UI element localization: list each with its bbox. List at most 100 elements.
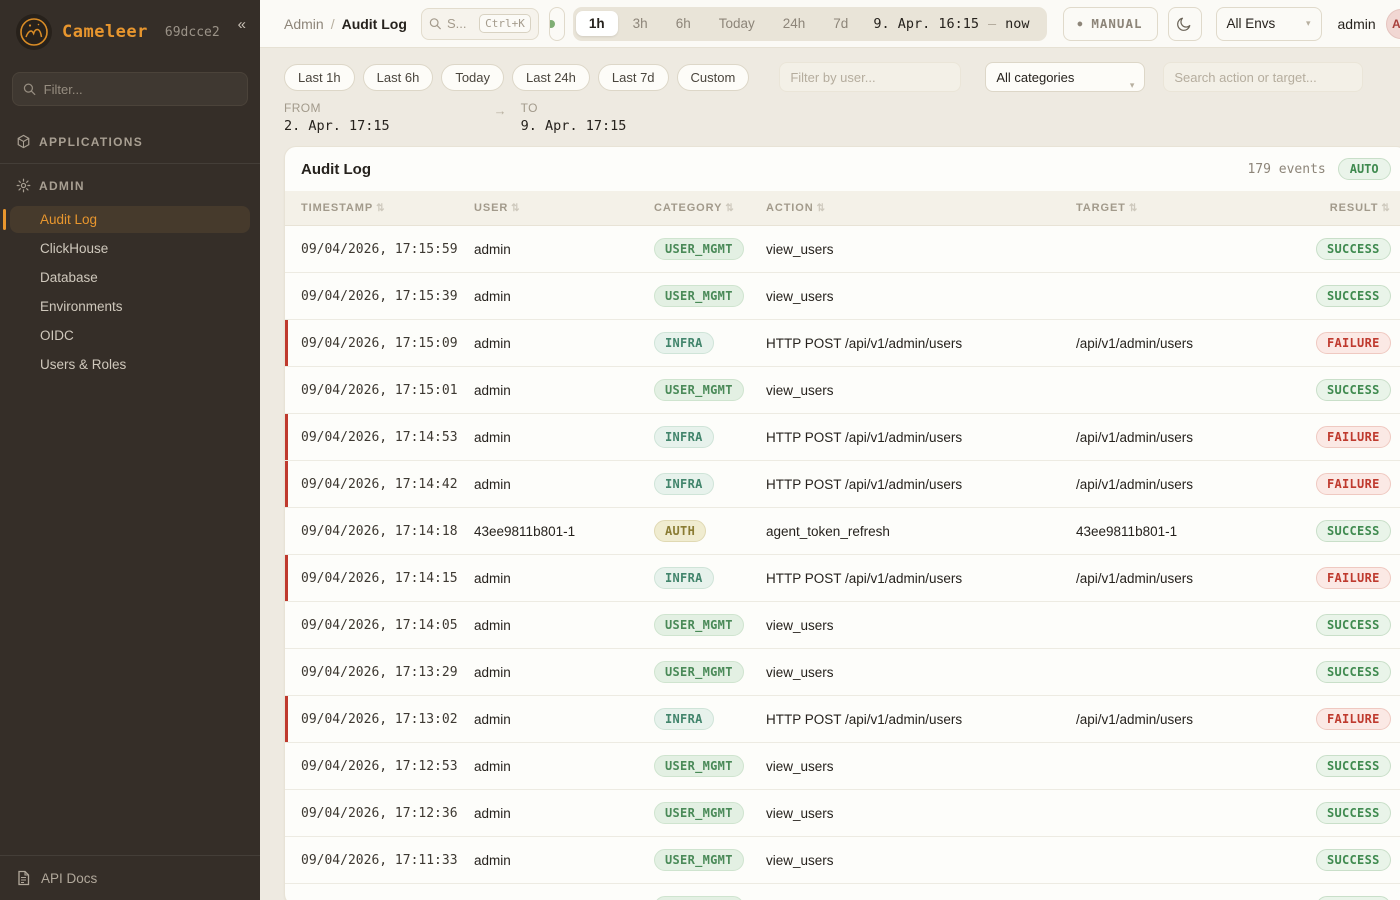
section-admin[interactable]: ADMIN [0,168,260,203]
cell-target [1076,649,1286,696]
table-row[interactable]: 09/04/2026, 17:14:05 admin USER_MGMT view_u… [285,602,1400,649]
cell-category: USER_MGMT [654,743,766,790]
sidebar-divider [0,163,260,164]
chip-today[interactable]: Today [441,63,505,91]
action-search-input[interactable] [1163,62,1364,92]
to-label: TO [520,101,538,115]
cell-result: SUCCESS [1286,367,1400,414]
sidebar-item-oidc[interactable]: OIDC [40,328,74,343]
category-select[interactable]: All categories ▾ [985,62,1146,92]
avatar[interactable]: AD [1385,8,1400,39]
cell-result: SUCCESS [1286,884,1400,900]
live-indicator-toggle[interactable] [548,6,565,41]
cell-user: admin [474,649,654,696]
cell-timestamp: 09/04/2026, 17:15:01 [285,367,474,414]
time-range-6h[interactable]: 6h [675,16,691,31]
column-header-result[interactable]: RESULT ⇅ [1286,191,1400,226]
category-badge: USER_MGMT [654,379,744,401]
table-row[interactable]: 09/04/2026, 17:12:53 admin USER_MGMT view_u… [285,743,1400,790]
cell-target [1076,602,1286,649]
time-range-1h[interactable]: 1h [575,11,618,36]
sidebar-filter-input[interactable] [43,81,237,97]
table-row[interactable]: 09/04/2026, 17:11:33 admin USER_MGMT view_u… [285,837,1400,884]
column-header-category[interactable]: CATEGORY ⇅ [654,191,766,226]
result-badge: FAILURE [1315,708,1391,730]
live-dot-icon [549,19,555,28]
result-badge: SUCCESS [1315,285,1391,307]
cell-user: admin [474,790,654,837]
category-badge: USER_MGMT [654,896,744,900]
cell-timestamp: 09/04/2026, 17:12:53 [285,743,474,790]
chip-last-7d[interactable]: Last 7d [597,63,669,91]
cell-target [1076,884,1286,900]
manual-mode-button[interactable]: ● MANUAL [1062,6,1158,41]
result-badge: FAILURE [1315,473,1391,495]
cell-category: INFRA [654,320,766,367]
cell-user: admin [474,696,654,743]
cell-result: SUCCESS [1286,602,1400,649]
table-row[interactable]: 09/04/2026, 17:13:02 admin INFRA HTTP POST … [285,696,1400,743]
time-range-24h[interactable]: 24h [782,16,806,31]
category-badge: INFRA [654,426,714,448]
table-row[interactable]: 09/04/2026, 17:14:18 43ee9811b801-1 AUTH ag… [285,508,1400,555]
sidebar-item-environments[interactable]: Environments [40,299,123,314]
table-row[interactable]: 09/04/2026, 17:14:15 admin INFRA HTTP POST … [285,555,1400,602]
section-applications-label: APPLICATIONS [39,134,144,149]
topbar: Admin / Audit Log Ctrl+K 1h 3h 6h Today 24h 7… [260,0,1400,48]
cell-action: view_users [766,649,1076,696]
time-range-7d[interactable]: 7d [833,16,849,31]
table-row[interactable]: 09/04/2026, 17:15:59 admin USER_MGMT view_u… [285,226,1400,273]
sidebar-filter[interactable] [12,72,248,106]
chip-last-6h[interactable]: Last 6h [362,63,434,91]
sidebar-item-database[interactable]: Database [40,270,98,285]
sidebar-item-clickhouse[interactable]: ClickHouse [40,241,109,256]
table-row[interactable]: 09/04/2026, 17:15:39 admin USER_MGMT view_u… [285,273,1400,320]
logo-row: Cameleer 69dcce2 « [0,0,260,66]
column-header-action[interactable]: ACTION ⇅ [766,191,1076,226]
cell-result: FAILURE [1286,414,1400,461]
cell-timestamp: 09/04/2026, 17:14:53 [285,414,474,461]
table-row[interactable]: 09/04/2026, 17:15:01 admin USER_MGMT view_u… [285,367,1400,414]
cell-user: admin [474,884,654,900]
chevron-down-icon: ▾ [1129,79,1135,90]
cell-timestamp: 09/04/2026, 17:14:18 [285,508,474,555]
user-filter-input[interactable] [779,62,962,92]
table-row[interactable]: 09/04/2026, 17:14:53 admin INFRA HTTP POST … [285,414,1400,461]
column-header-timestamp[interactable]: TIMESTAMP ⇅ [285,191,474,226]
table-row[interactable]: 09/04/2026, 17:10:25adminUSER_MGMT view_u… [285,884,1400,900]
to-block[interactable]: TO 9. Apr. 17:15 [521,101,627,134]
dark-mode-button[interactable] [1167,6,1202,41]
sidebar-item-audit-log[interactable]: Audit Log [3,206,250,233]
sidebar-collapse-icon[interactable]: « [237,16,246,33]
cell-result: FAILURE [1286,696,1400,743]
table-row[interactable]: 09/04/2026, 17:13:29 admin USER_MGMT view_u… [285,649,1400,696]
chip-last-1h[interactable]: Last 1h [284,63,355,91]
section-applications[interactable]: APPLICATIONS [0,124,260,159]
table-row[interactable]: 09/04/2026, 17:15:09 admin INFRA HTTP POST … [285,320,1400,367]
table-row[interactable]: 09/04/2026, 17:12:36 admin USER_MGMT view_u… [285,790,1400,837]
category-badge: USER_MGMT [654,238,744,260]
time-range-3h[interactable]: 3h [632,16,648,31]
time-range-display[interactable]: 9. Apr. 16:15 — now [863,16,1043,32]
env-select[interactable]: All Envs ▾ [1215,6,1322,41]
sidebar-item-api-docs[interactable]: API Docs [0,855,260,900]
column-header-target[interactable]: TARGET ⇅ [1076,191,1286,226]
column-header-user[interactable]: USER ⇅ [474,191,654,226]
category-badge: INFRA [654,332,714,354]
chip-last-24h[interactable]: Last 24h [512,63,590,91]
time-range-segmented: 1h 3h 6h Today 24h 7d 9. Apr. 16:15 — now [572,6,1047,41]
sort-icon: ⇅ [1128,203,1139,214]
sidebar-item-users-roles[interactable]: Users & Roles [40,357,127,372]
from-block[interactable]: FROM 2. Apr. 17:15 [284,101,390,134]
time-range-today[interactable]: Today [718,16,755,31]
global-search[interactable]: Ctrl+K [420,7,539,40]
breadcrumb-parent[interactable]: Admin [284,15,324,32]
global-search-input[interactable] [447,16,474,31]
auto-mode-badge[interactable]: AUTO [1337,158,1391,180]
chip-custom[interactable]: Custom [676,63,750,91]
manual-dot-icon: ● [1077,19,1084,28]
table-row[interactable]: 09/04/2026, 17:14:42 admin INFRA HTTP POST … [285,461,1400,508]
cell-timestamp: 09/04/2026, 17:11:33 [285,837,474,884]
sort-icon: ⇅ [1381,203,1391,214]
search-shortcut: Ctrl+K [479,14,531,33]
